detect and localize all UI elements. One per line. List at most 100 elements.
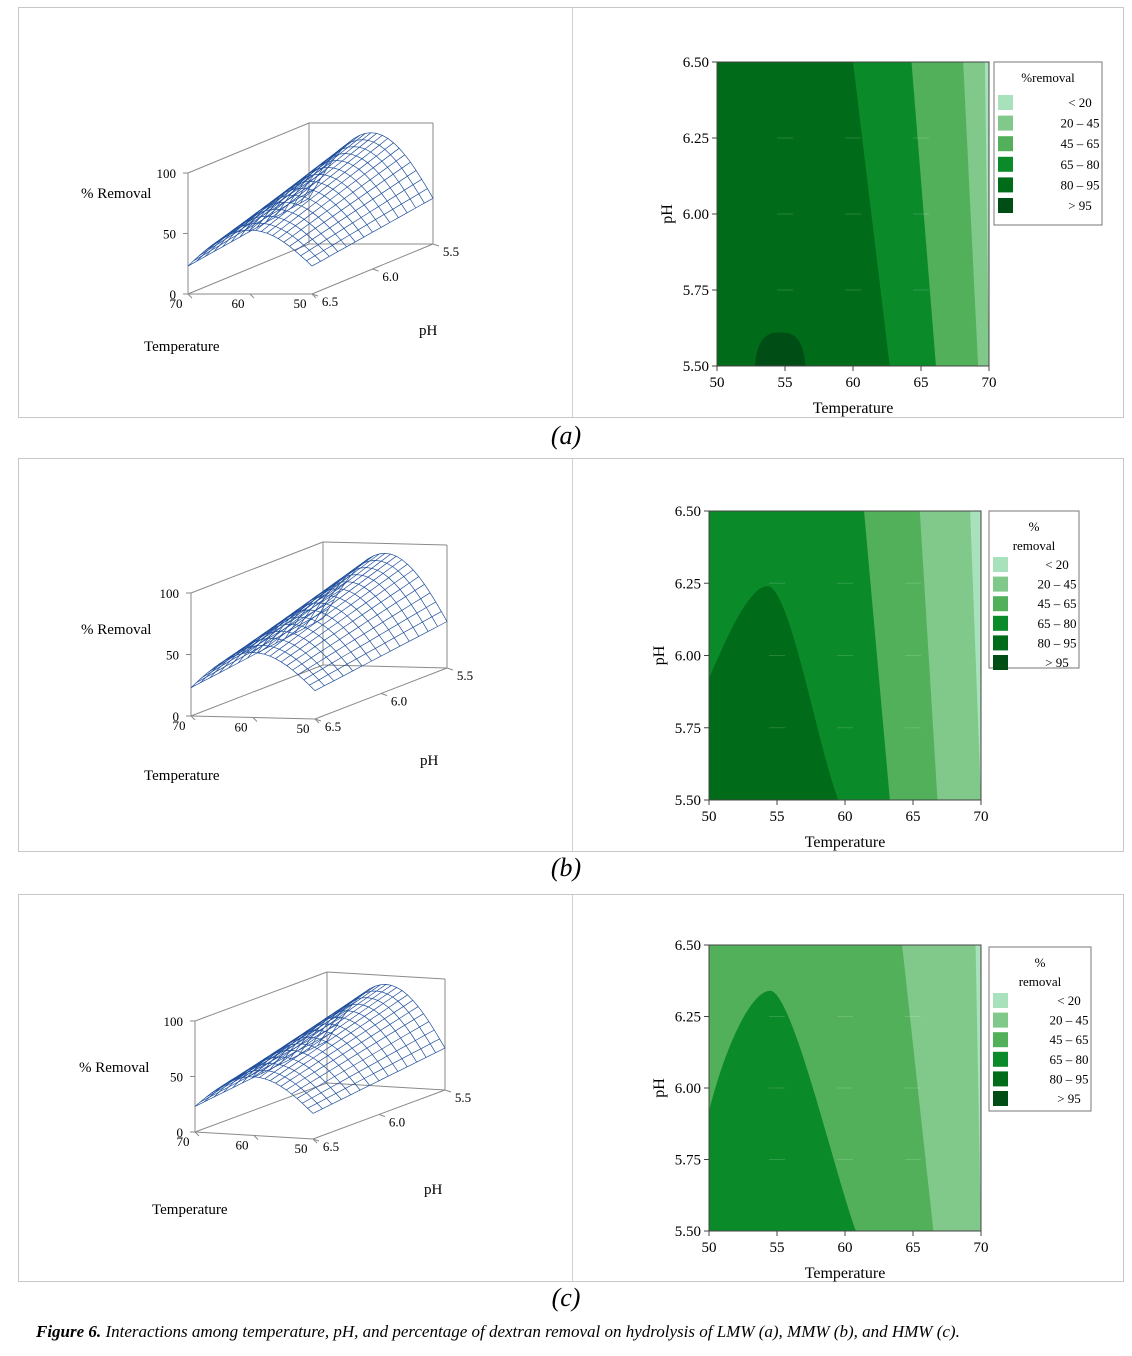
contour-region [963,62,989,366]
ph-tick-label: 6.5 [322,294,338,309]
panel-label-a: (a) [550,421,582,450]
surface-mesh-line [303,567,429,632]
surface-plot-a: 0 50 100 70 60 50 6.5 6.0 5.5 % Removal Temperatur… [81,122,459,355]
ph-tick-label: 5.5 [455,1090,471,1105]
legend-swatch [998,177,1013,193]
x-tick-label: 55 [770,809,785,825]
panel-divider [572,459,573,851]
temperature-axis-label: Temperature [152,1202,228,1218]
surface-mesh-line [326,984,446,1049]
surface-mesh-line [260,1030,380,1082]
legend-label: < 20 [1068,95,1092,110]
surface-mesh-line [322,552,448,622]
legend-label: < 20 [1045,557,1069,572]
y-tick-label: 6.25 [675,1010,701,1026]
surface-mesh-line [204,1069,323,1110]
surface-mesh-line [270,1023,389,1077]
box-edge [190,664,324,717]
surface-mesh-line [194,1076,314,1114]
x-tick-label: 55 [770,1240,785,1256]
y-tick-label: 5.50 [683,359,709,375]
panel-divider [572,895,573,1281]
caption-figure-number: Figure 6. [36,1322,102,1341]
legend-swatch [993,655,1008,670]
x-tick-label: 70 [982,375,997,391]
surface-mesh-line [312,1047,446,1114]
y-axis-label: pH [659,204,676,224]
y-tick-label: 6.25 [675,576,701,592]
x-tick-label: 60 [838,809,853,825]
x-axis-label: Temperature [813,400,894,417]
x-tick-label: 60 [838,1240,853,1256]
box-edge [187,243,310,295]
z-tick-label: 0 [177,1125,184,1140]
z-tick-label: 50 [170,1070,183,1085]
box-edge [187,122,310,174]
surface-mesh-line [228,623,353,672]
surface-mesh-line [298,1003,417,1063]
surface-mesh-line [248,181,373,233]
surface-mesh-line [282,153,408,213]
y-tick-label: 5.50 [675,1224,701,1240]
surface-mesh-line [317,990,436,1053]
legend-title: removal [1013,538,1056,553]
x-tick-label: 65 [914,375,929,391]
box-edge [326,971,446,980]
surface-plot-c: 0 50 100 70 60 50 6.5 6.0 5.5 % Removal Temperatur… [79,971,471,1218]
temp-tick [253,1135,259,1140]
y-tick-label: 6.00 [683,207,709,223]
temp-tick-label: 50 [295,1141,308,1156]
legend-label: 45 – 65 [1038,596,1077,611]
surface-mesh-line [300,139,425,204]
z-axis-label: % Removal [79,1060,149,1076]
y-tick-label: 6.50 [675,938,701,954]
panel-a: 0 50 100 70 60 50 6.5 6.0 5.5 % Removal Temperatur… [18,7,1124,418]
legend-swatch [993,993,1008,1008]
legend-swatch [993,1071,1008,1087]
legend-label: > 95 [1057,1091,1081,1106]
ph-axis-label: pH [424,1182,443,1198]
legend-swatch [998,136,1013,152]
z-tick-label: 0 [170,287,177,302]
contour-region [919,511,981,800]
z-axis-label: % Removal [81,186,151,202]
legend-title: removal [1019,974,1062,989]
panel-label-b: (b) [550,853,582,882]
surface-mesh-line [256,174,382,228]
legend-label: > 95 [1045,655,1069,670]
temp-tick [194,1131,200,1137]
contour-plot-c: 5.50 5.75 6.00 6.25 6.50 50 55 60 65 70 Temperatur… [651,938,1092,1282]
ph-tick [312,1138,320,1142]
y-tick-label: 6.50 [675,504,701,520]
ph-tick [372,268,379,272]
z-tick-label: 0 [173,709,180,724]
z-tick-label: 100 [160,586,180,601]
contour-region [975,945,981,1231]
y-tick-label: 5.75 [675,1153,701,1169]
ph-axis-label: pH [420,753,439,769]
legend-label: 20 – 45 [1050,1013,1089,1028]
temperature-axis-label: Temperature [144,768,220,784]
legend-swatch [998,95,1013,110]
ph-tick-label: 6.0 [382,269,398,284]
legend-swatch [993,596,1008,612]
ph-tick-label: 6.0 [391,694,407,709]
ph-tick-label: 6.5 [325,719,341,734]
surface-mesh-line [289,1010,408,1067]
surface-mesh-line [232,1050,351,1096]
box-edge [194,971,328,1022]
contour-peak-region [755,332,806,366]
x-tick-label: 65 [906,809,921,825]
legend-label: 65 – 80 [1038,616,1077,631]
panel-divider [572,8,573,417]
surface-mesh-line [205,215,330,257]
surface-mesh-line [213,1063,333,1105]
surface-mesh-line [251,1036,370,1086]
x-tick-label: 55 [778,375,793,391]
x-tick-label: 60 [846,375,861,391]
box-edge [322,664,448,669]
caption-text: Interactions among temperature, pH, and … [101,1322,960,1341]
surface-mesh-line [274,160,399,218]
legend-label: 20 – 45 [1038,577,1077,592]
x-tick-label: 50 [702,809,717,825]
